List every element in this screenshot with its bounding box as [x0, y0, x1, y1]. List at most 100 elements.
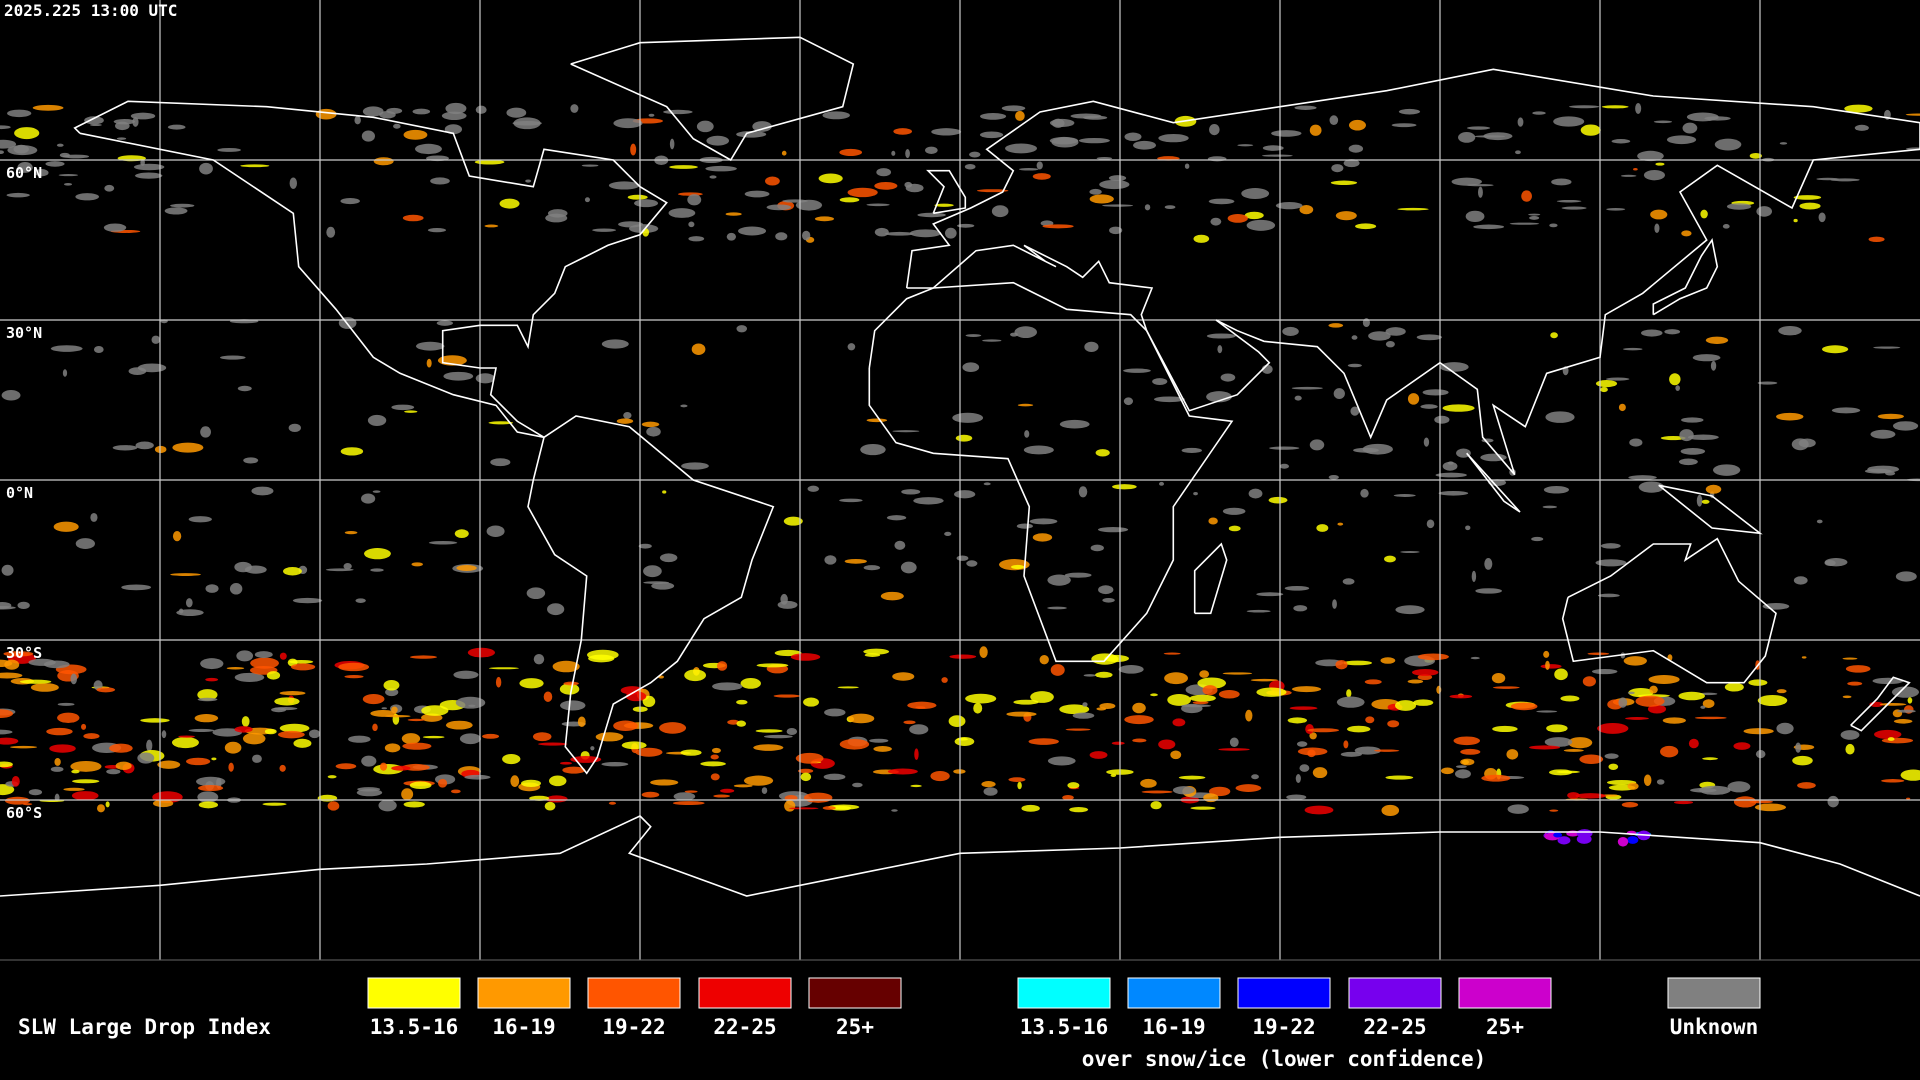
cloud-patch [1449, 694, 1473, 699]
cloud-patch [1726, 203, 1752, 210]
cloud-patch [1393, 494, 1416, 497]
coastline [1850, 676, 1911, 732]
coastline [868, 281, 1234, 663]
cloud-patch [1680, 447, 1706, 455]
cloud-patch [1208, 786, 1231, 797]
cloud-patch [1217, 345, 1223, 354]
cloud-patch [409, 655, 437, 659]
cloud-patch [1307, 749, 1316, 758]
cloud-patch [1660, 745, 1679, 758]
cloud-patch [1296, 741, 1308, 747]
cloud-patch [1633, 168, 1638, 171]
cloud-patch [1653, 120, 1673, 124]
cloud-patch [146, 739, 153, 752]
cloud-patch [393, 123, 401, 129]
cloud-patch [559, 683, 580, 695]
cloud-patch [89, 123, 102, 127]
cloud-patch [361, 493, 376, 504]
cloud-patch [863, 648, 890, 655]
cloud-patch [1109, 226, 1123, 235]
cloud-patch [1042, 224, 1074, 229]
cloud-patch [744, 190, 770, 198]
cloud-patch [288, 423, 301, 433]
cloud-patch [1206, 333, 1236, 339]
cloud-patch [1069, 806, 1089, 813]
cloud-patch [1623, 347, 1643, 351]
cloud-patch [1015, 110, 1025, 121]
cloud-patch [1099, 179, 1130, 190]
cloud-patch [421, 705, 449, 716]
cloud-patch [1340, 751, 1362, 757]
cloud-patch [736, 699, 748, 705]
cloud-patch [1208, 517, 1218, 525]
cloud-patch [1099, 702, 1116, 710]
cloud-patch [1059, 419, 1090, 429]
cloud-patch [198, 784, 224, 792]
cloud-patch [733, 784, 753, 788]
cloud-patch [1595, 379, 1618, 388]
cloud-patch [115, 121, 130, 131]
cloud-patch [863, 565, 881, 571]
cloud-patch [1072, 712, 1095, 719]
cloud-patch [1248, 488, 1263, 499]
cloud-patch [153, 799, 174, 808]
cloud-patch [956, 555, 969, 561]
cloud-patch [1172, 786, 1195, 795]
cloud-patch [1543, 650, 1550, 658]
cloud-patch [1218, 748, 1250, 751]
cloud-patch [1754, 803, 1787, 812]
cloud-patch [1397, 207, 1429, 211]
cloud-patch [1017, 403, 1034, 407]
cloud-patch [766, 204, 792, 211]
cloud-patch [428, 540, 458, 545]
cloud-patch [64, 182, 73, 186]
cloud-patch [907, 701, 937, 710]
cloud-patch [900, 561, 917, 574]
cloud-patch [873, 745, 892, 752]
cloud-patch [1294, 395, 1302, 401]
cloud-patch [1017, 781, 1022, 790]
cloud-patch [1235, 784, 1262, 792]
cloud-patch [1722, 224, 1730, 229]
cloud-patch [543, 691, 553, 702]
cloud-patch [1874, 729, 1902, 739]
cloud-patch [28, 789, 43, 796]
cloud-patch [1600, 543, 1621, 549]
cloud-patch [0, 601, 12, 609]
cloud-patch [944, 531, 952, 537]
cloud-patch [226, 667, 245, 670]
cloud-patch [250, 657, 279, 669]
cloud-patch [1481, 774, 1511, 782]
cloud-patch [1887, 737, 1895, 741]
cloud-patch [1702, 757, 1719, 761]
cloud-patch [866, 203, 890, 207]
cloud-patch [1682, 122, 1698, 134]
cloud-patch [765, 176, 780, 186]
cloud-patch [1439, 362, 1469, 372]
cloud-patch [1618, 697, 1628, 708]
cloud-patch [1199, 670, 1210, 678]
cloud-patch [965, 334, 982, 337]
cloud-patch [562, 766, 586, 774]
cloud-patch [1018, 168, 1039, 171]
legend-label: 16-19 [1142, 1015, 1205, 1039]
cloud-patch [228, 762, 234, 772]
cloud-patch [1621, 802, 1639, 808]
cloud-patch [1484, 558, 1493, 570]
cloud-patch [1051, 118, 1065, 128]
cloud-patch [773, 694, 801, 698]
cloud-patch [1286, 794, 1307, 800]
cloud-patch [289, 177, 297, 189]
cloud-patch [467, 647, 495, 658]
cloud-patch [1261, 154, 1293, 157]
cloud-patch [1792, 755, 1813, 766]
cloud-patch [464, 774, 491, 780]
cloud-patch [443, 371, 474, 381]
cloud-patch [1873, 346, 1901, 349]
cloud-patch [756, 663, 789, 668]
cloud-patch [46, 727, 73, 736]
cloud-patch [0, 709, 14, 718]
cloud-patch [279, 764, 286, 772]
cloud-patch [1795, 742, 1802, 753]
cloud-patch [1714, 138, 1742, 151]
